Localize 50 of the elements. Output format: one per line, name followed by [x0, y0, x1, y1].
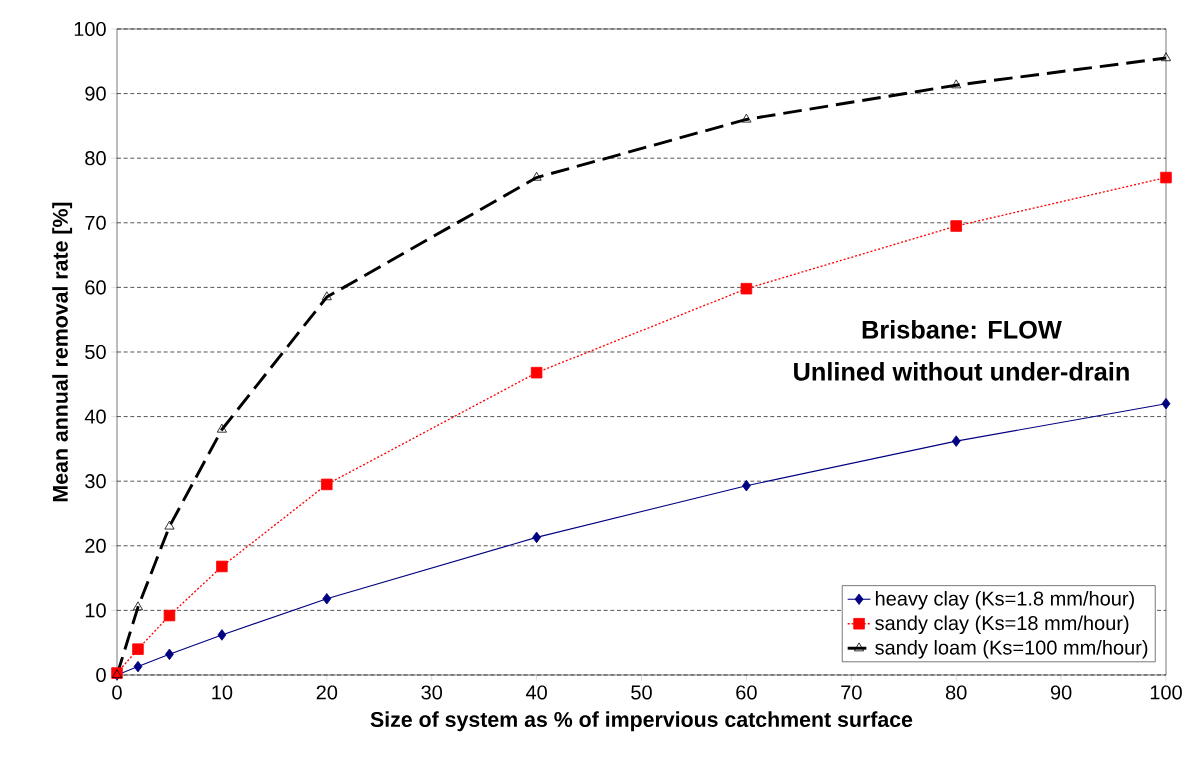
point [132, 601, 143, 611]
legend-label: heavy clay (Ks=1.8 mm/hour) [875, 590, 1134, 610]
point [530, 366, 543, 379]
y-tick-label: 0 [96, 667, 106, 683]
point [950, 220, 962, 232]
point [164, 520, 175, 530]
point [740, 282, 753, 295]
x-tick-label: 60 [736, 685, 757, 700]
point [1161, 397, 1171, 410]
x-tick-label: 50 [631, 685, 652, 700]
y-tick-label: 20 [85, 538, 106, 553]
x-tick-label: 40 [525, 685, 547, 700]
legend-label: sandy clay (Ks=18 mm/hour) [875, 615, 1129, 635]
y-axis-title: Mean annual removal rate [%] [52, 202, 73, 502]
point [951, 435, 961, 447]
x-tick-label: 90 [1050, 685, 1072, 700]
y-tick-label: 100 [74, 21, 106, 37]
point [321, 291, 332, 301]
point [951, 79, 962, 89]
y-tick-label: 30 [85, 474, 106, 489]
y-tick-label: 90 [85, 86, 106, 101]
point [217, 629, 227, 641]
point [1160, 171, 1172, 184]
point [531, 171, 542, 181]
legend-label: sandy loam (Ks=100 mm/hour) [875, 639, 1148, 659]
point [163, 609, 176, 622]
x-tick-label: 10 [212, 685, 233, 700]
x-tick-label: 0 [112, 685, 122, 700]
annotation: Unlined without under-drain [794, 362, 1129, 381]
point [322, 593, 332, 605]
point [132, 643, 144, 655]
y-tick-label: 80 [85, 151, 106, 166]
x-axis-title: Size of system as % of impervious catchment surface [370, 711, 913, 732]
y-tick-label: 60 [85, 280, 106, 295]
point [216, 423, 227, 433]
y-tick-label: 40 [84, 409, 106, 424]
point [216, 560, 228, 573]
x-tick-label: 20 [316, 685, 338, 700]
x-tick-label: 80 [945, 685, 967, 700]
y-tick-label: 10 [85, 603, 106, 618]
point [741, 113, 752, 123]
point [133, 660, 143, 673]
x-tick-label: 30 [421, 685, 443, 700]
y-tick-label: 70 [85, 215, 106, 230]
annotation: Brisbane: FLOW [862, 320, 1062, 339]
point [321, 478, 333, 491]
x-tick-label: 100 [1150, 685, 1182, 700]
y-tick-label: 50 [85, 344, 106, 360]
x-tick-label: 70 [841, 685, 862, 700]
point [1160, 52, 1172, 62]
